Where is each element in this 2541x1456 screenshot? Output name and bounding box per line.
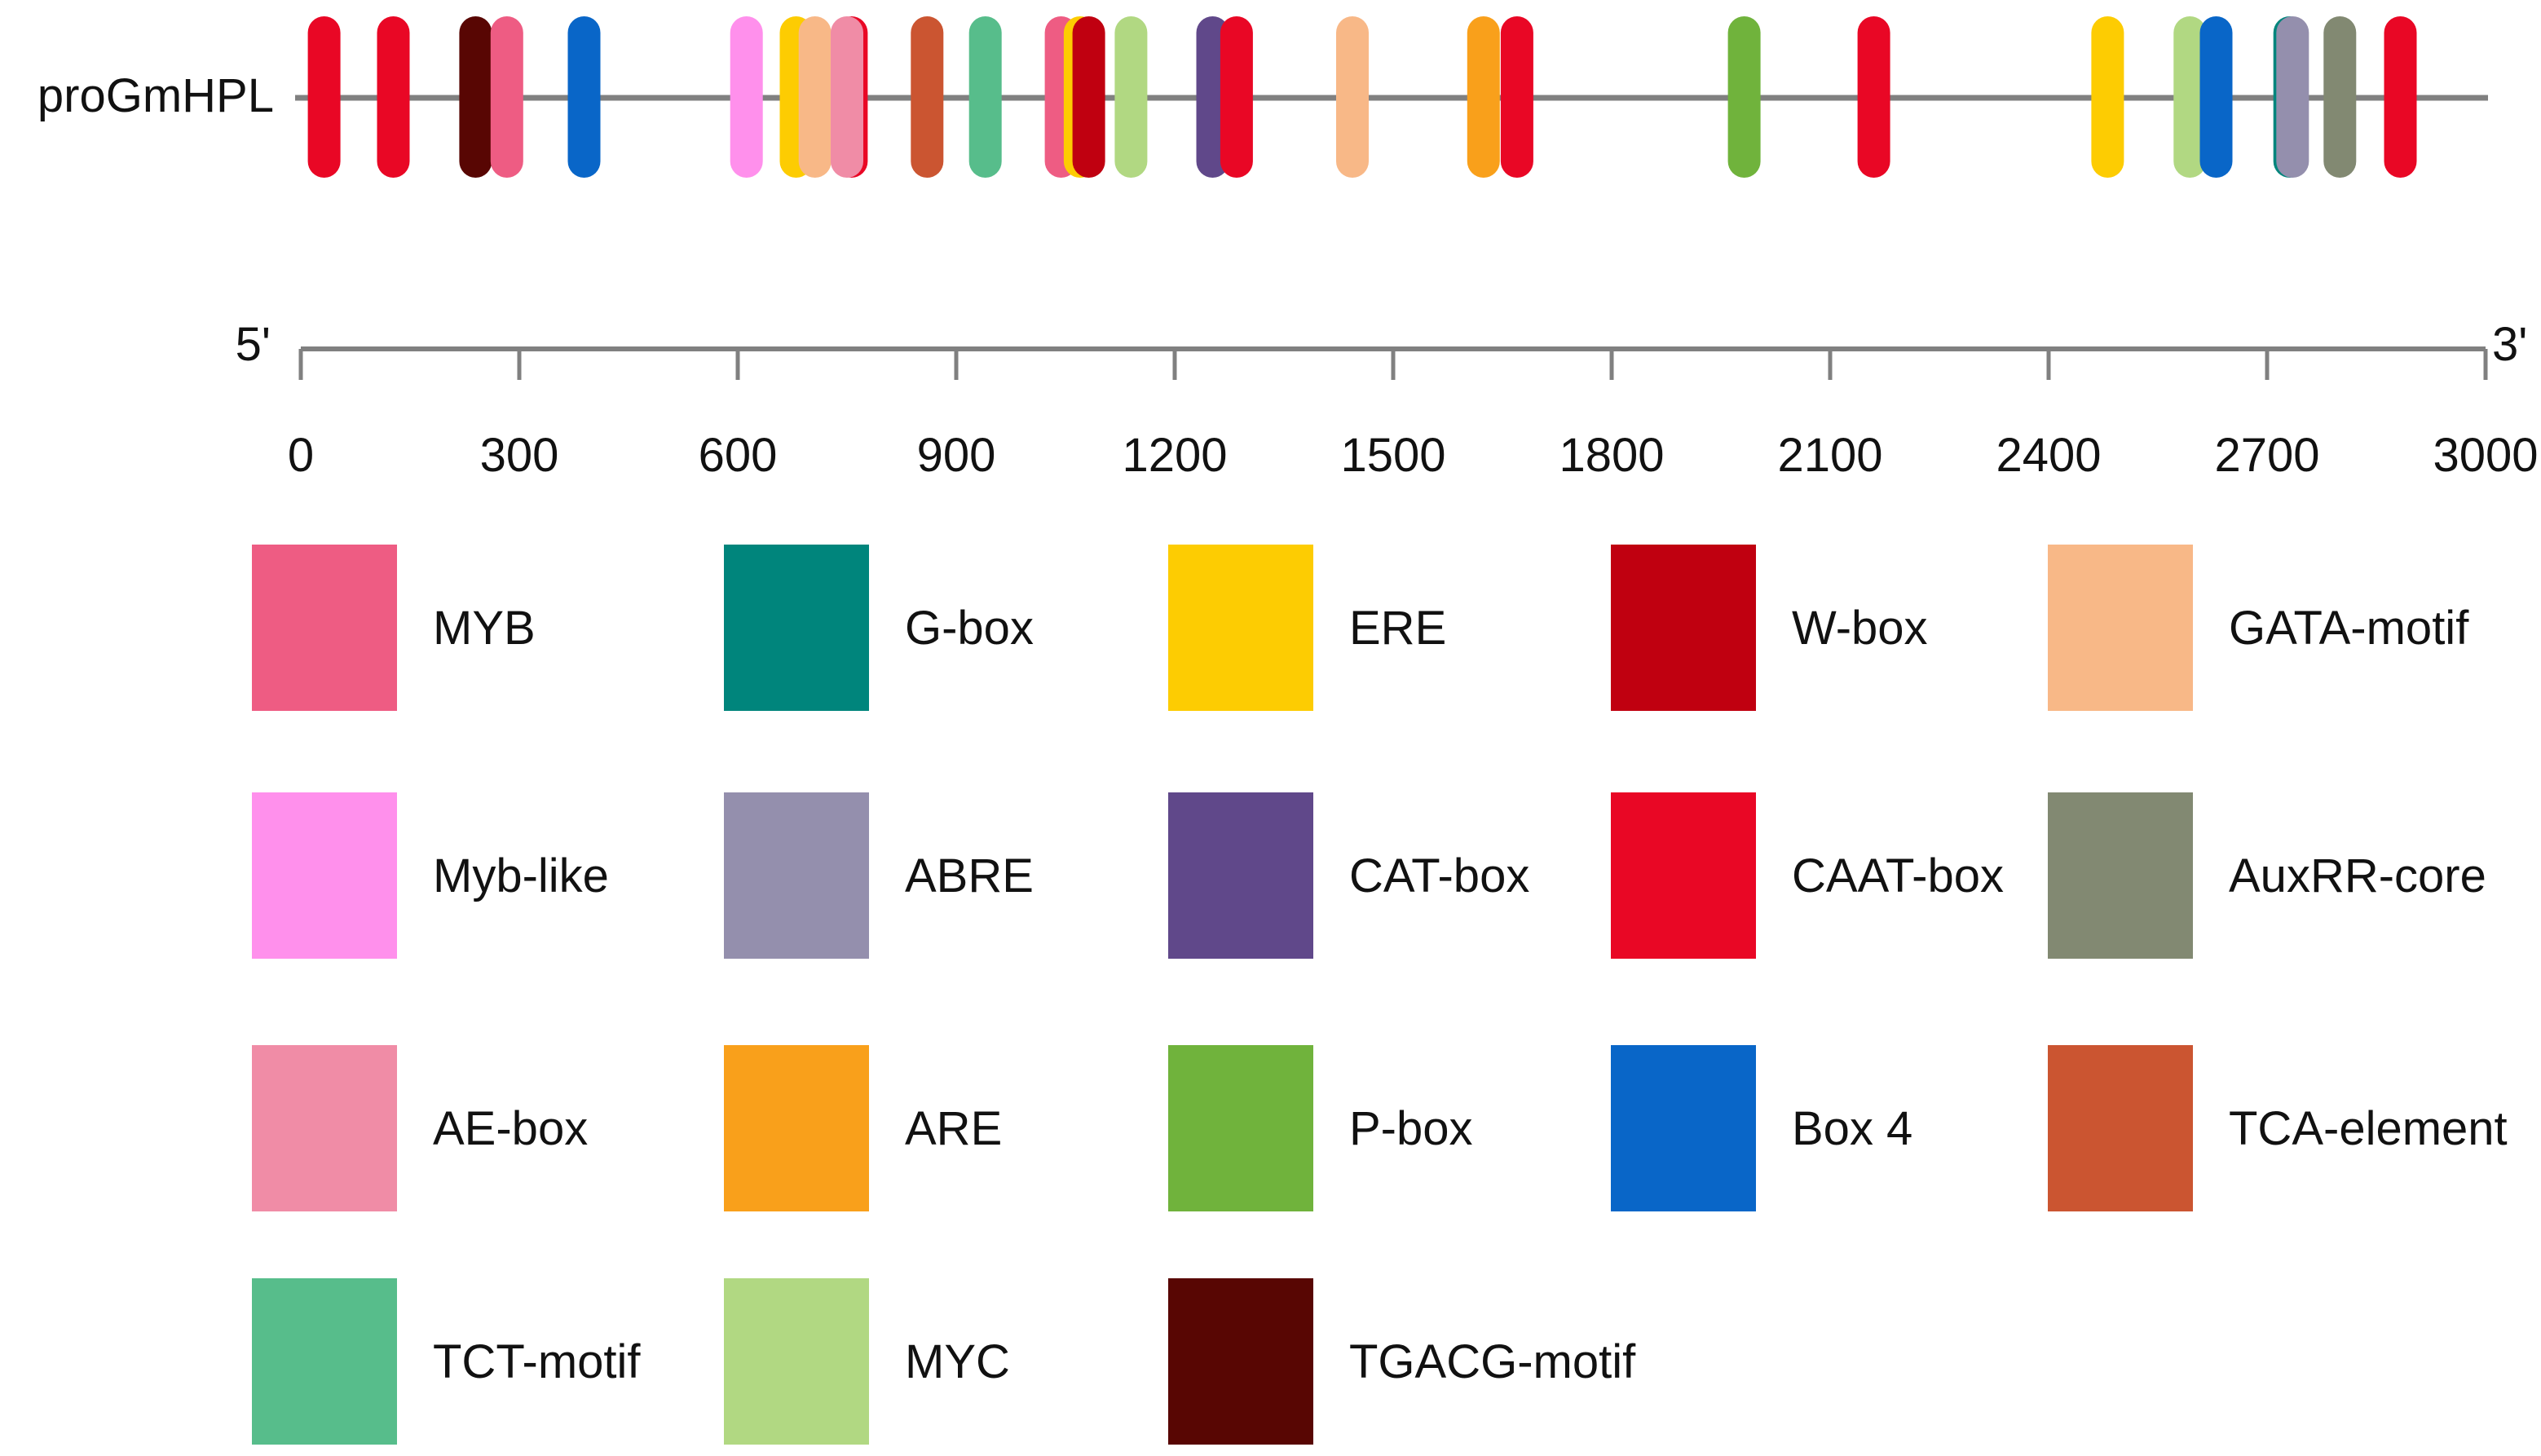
- legend-label-tct-motif: TCT-motif: [433, 1335, 641, 1388]
- legend-item-myc: MYC: [724, 1278, 1010, 1445]
- legend-item-auxrr-core: AuxRR-core: [2048, 792, 2486, 959]
- legend-swatch-abre: [724, 792, 869, 959]
- tick-label-0: 0: [288, 429, 314, 482]
- legend-swatch-p-box: [1168, 1045, 1313, 1211]
- legend-swatch-box-4: [1611, 1045, 1756, 1211]
- site-caat-box-0: [307, 16, 341, 178]
- legend-item-cat-box: CAT-box: [1168, 792, 1529, 959]
- legend-swatch-myc: [724, 1278, 869, 1445]
- sequence-track: proGmHPL: [37, 16, 2488, 178]
- legend-swatch-tct-motif: [252, 1278, 397, 1445]
- legend-item-tct-motif: TCT-motif: [252, 1278, 641, 1445]
- legend-item-myb: MYB: [252, 545, 536, 711]
- legend-label-abre: ABRE: [905, 849, 1034, 902]
- site-myb-3: [490, 16, 523, 178]
- legend-swatch-cat-box: [1168, 792, 1313, 959]
- legend: MYB G-box ERE W-box GATA-motif Myb-like ABRE CA…: [252, 545, 2508, 1445]
- legend-label-auxrr-core: AuxRR-core: [2229, 849, 2486, 902]
- legend-swatch-gata-motif: [2048, 545, 2193, 711]
- legend-swatch-myb: [252, 545, 397, 711]
- tick-label-300: 300: [480, 429, 559, 482]
- tick-label-600: 600: [699, 429, 778, 482]
- site-caat-box-29: [2384, 16, 2417, 178]
- site-box-4-4: [567, 16, 601, 178]
- legend-swatch-myb-like: [252, 792, 397, 959]
- legend-item-tgacg-motif: TGACG-motif: [1168, 1278, 1636, 1445]
- legend-label-ae-box: AE-box: [433, 1102, 588, 1155]
- legend-item-ere: ERE: [1168, 545, 1446, 711]
- legend-label-w-box: W-box: [1792, 602, 1928, 655]
- site-tca-element-10: [911, 16, 944, 178]
- legend-item-caat-box: CAAT-box: [1611, 792, 2004, 959]
- site-w-box-14: [1072, 16, 1105, 178]
- legend-item-are: ARE: [724, 1045, 1002, 1211]
- scale-ticks: 0 300 600 900 1200 1500 1800 2100 2400 2700 3000: [288, 349, 2539, 482]
- tick-label-2700: 2700: [2214, 429, 2319, 482]
- cis-element-sites: [307, 16, 2417, 178]
- legend-label-myb: MYB: [433, 602, 536, 655]
- legend-swatch-caat-box: [1611, 792, 1756, 959]
- legend-label-gata-motif: GATA-motif: [2229, 602, 2469, 655]
- legend-label-tgacg-motif: TGACG-motif: [1349, 1335, 1636, 1388]
- site-caat-box-1: [377, 16, 410, 178]
- legend-swatch-auxrr-core: [2048, 792, 2193, 959]
- legend-swatch-w-box: [1611, 545, 1756, 711]
- site-abre-27: [2276, 16, 2309, 178]
- legend-item-myb-like: Myb-like: [252, 792, 609, 959]
- legend-item-tca-element: TCA-element: [2048, 1045, 2508, 1211]
- site-tct-motif-11: [968, 16, 1002, 178]
- tick-label-2400: 2400: [1996, 429, 2101, 482]
- legend-label-box-4: Box 4: [1792, 1102, 1912, 1155]
- tick-label-1200: 1200: [1122, 429, 1227, 482]
- legend-label-ere: ERE: [1349, 602, 1446, 655]
- scale-bar: 5' 3' 0 300 600 900 1200 1500 1800 2100 2400 2700…: [236, 318, 2539, 482]
- site-auxrr-core-28: [2323, 16, 2357, 178]
- scale-left-label: 5': [236, 318, 271, 371]
- legend-label-g-box: G-box: [905, 602, 1034, 655]
- tick-label-1800: 1800: [1559, 429, 1664, 482]
- site-are-19: [1467, 16, 1500, 178]
- legend-item-gata-motif: GATA-motif: [2048, 545, 2469, 711]
- legend-label-are: ARE: [905, 1102, 1002, 1155]
- site-p-box-21: [1727, 16, 1761, 178]
- legend-label-p-box: P-box: [1349, 1102, 1473, 1155]
- site-myb-like-5: [730, 16, 763, 178]
- legend-label-cat-box: CAT-box: [1349, 849, 1529, 902]
- legend-item-p-box: P-box: [1168, 1045, 1473, 1211]
- legend-item-abre: ABRE: [724, 792, 1034, 959]
- legend-label-myb-like: Myb-like: [433, 849, 609, 902]
- legend-swatch-ae-box: [252, 1045, 397, 1211]
- legend-swatch-tgacg-motif: [1168, 1278, 1313, 1445]
- scale-right-label: 3': [2492, 318, 2527, 371]
- site-ere-23: [2091, 16, 2124, 178]
- sequence-name: proGmHPL: [37, 69, 274, 122]
- legend-item-g-box: G-box: [724, 545, 1034, 711]
- legend-swatch-tca-element: [2048, 1045, 2193, 1211]
- legend-label-tca-element: TCA-element: [2229, 1102, 2508, 1155]
- site-box-4-25: [2199, 16, 2233, 178]
- site-gata-motif-7: [798, 16, 832, 178]
- legend-item-box-4: Box 4: [1611, 1045, 1912, 1211]
- tick-label-900: 900: [917, 429, 996, 482]
- tick-label-2100: 2100: [1777, 429, 1882, 482]
- legend-label-myc: MYC: [905, 1335, 1010, 1388]
- site-ae-box-9: [831, 16, 863, 178]
- site-caat-box-20: [1500, 16, 1533, 178]
- site-myc-24: [2173, 16, 2207, 178]
- site-caat-box-17: [1220, 16, 1253, 178]
- legend-swatch-g-box: [724, 545, 869, 711]
- legend-item-w-box: W-box: [1611, 545, 1928, 711]
- tick-label-1500: 1500: [1340, 429, 1445, 482]
- legend-item-ae-box: AE-box: [252, 1045, 588, 1211]
- legend-label-caat-box: CAAT-box: [1792, 849, 2004, 902]
- site-caat-box-22: [1857, 16, 1890, 178]
- site-myc-15: [1114, 16, 1148, 178]
- site-tgacg-motif-2: [459, 16, 492, 178]
- legend-swatch-ere: [1168, 545, 1313, 711]
- legend-swatch-are: [724, 1045, 869, 1211]
- tick-label-3000: 3000: [2433, 429, 2538, 482]
- site-gata-motif-18: [1336, 16, 1369, 178]
